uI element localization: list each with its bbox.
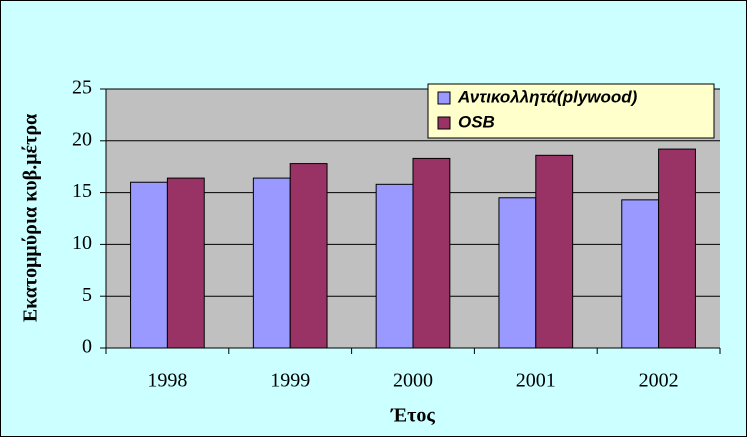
bar <box>535 154 574 349</box>
y-tick-label: 0 <box>82 336 92 358</box>
bar <box>658 148 696 349</box>
x-tick-label: 1998 <box>147 370 187 392</box>
y-tick-label: 5 <box>82 284 92 306</box>
x-tick-label: 2001 <box>516 370 556 392</box>
bar <box>289 163 328 349</box>
legend-swatch <box>437 91 451 105</box>
x-axis-title: Έτος <box>390 405 435 427</box>
bar <box>375 183 414 349</box>
bar <box>252 177 291 349</box>
bar <box>130 181 168 349</box>
y-tick-label: 10 <box>72 232 92 254</box>
bar <box>621 199 660 349</box>
x-tick-label: 2002 <box>639 370 679 392</box>
legend-label: Αντικολλητά(plywood) <box>457 87 638 106</box>
legend-box <box>427 83 715 139</box>
bar <box>412 157 451 349</box>
bar <box>166 177 205 349</box>
bar <box>498 197 537 349</box>
y-tick-label: 15 <box>72 180 92 202</box>
y-tick-label: 20 <box>72 128 92 150</box>
y-axis-title: Εκατομμύρια κυβ.μέτρα <box>20 114 42 322</box>
legend-label: OSB <box>458 112 495 131</box>
legend-swatch <box>437 116 451 130</box>
y-tick-label: 25 <box>72 77 92 99</box>
x-tick-label: 2000 <box>393 370 433 392</box>
x-tick-label: 1999 <box>270 370 310 392</box>
